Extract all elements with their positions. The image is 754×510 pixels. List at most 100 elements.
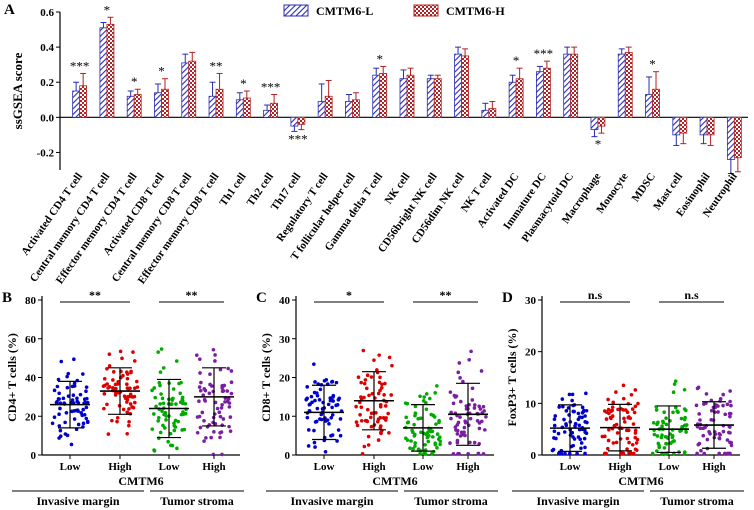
- data-point: [338, 417, 343, 421]
- data-point: [362, 444, 367, 449]
- data-point: [126, 423, 131, 428]
- data-point: [707, 429, 711, 434]
- data-point: [612, 423, 617, 428]
- data-point: [630, 407, 635, 411]
- data-point: [161, 366, 166, 370]
- data-point: [383, 404, 388, 408]
- bar-low: [263, 109, 272, 118]
- data-point: [375, 368, 379, 372]
- data-point: [135, 385, 140, 389]
- data-point: [133, 400, 137, 405]
- data-point: [69, 442, 74, 447]
- data-point: [336, 428, 341, 432]
- data-point: [717, 451, 721, 456]
- data-point: [559, 451, 564, 456]
- y-axis-title: ssGSEA score: [10, 52, 25, 129]
- data-point: [200, 410, 205, 415]
- data-point: [201, 393, 206, 397]
- y-tick-label: 0.6: [40, 7, 54, 19]
- data-point: [458, 434, 463, 438]
- bar-low: [235, 99, 244, 118]
- data-point: [125, 432, 129, 436]
- bar-high: [597, 116, 606, 127]
- data-point: [468, 440, 472, 445]
- bar-low: [426, 78, 435, 118]
- bar-low: [617, 53, 626, 118]
- data-point: [682, 407, 687, 411]
- data-point: [725, 438, 730, 442]
- significance-mark: *: [158, 64, 165, 79]
- bar-high: [379, 73, 388, 118]
- data-point: [378, 415, 383, 420]
- data-point: [159, 392, 163, 396]
- data-point: [172, 423, 177, 428]
- data-point: [202, 418, 206, 423]
- data-point: [154, 404, 158, 409]
- group-label: Low: [159, 461, 180, 473]
- data-point: [198, 357, 202, 361]
- data-point: [479, 419, 484, 424]
- data-point: [125, 372, 130, 376]
- data-point: [312, 362, 316, 366]
- data-point: [672, 382, 677, 386]
- y-tick-label: 0: [285, 450, 291, 462]
- data-point: [61, 396, 66, 401]
- data-point: [365, 373, 370, 378]
- data-point: [583, 420, 588, 424]
- data-point: [305, 385, 310, 389]
- data-point: [413, 411, 418, 416]
- data-point: [477, 426, 482, 431]
- data-point: [325, 418, 330, 422]
- data-point: [106, 386, 110, 390]
- data-point: [418, 394, 422, 399]
- data-point: [694, 403, 699, 408]
- group-label: Low: [659, 461, 680, 473]
- data-point: [175, 446, 179, 451]
- data-point: [424, 407, 429, 412]
- data-point: [182, 427, 187, 432]
- panel-c-cd8-scatter: C 0 10 20 30 40 CD8+ T cells (%) Low High Low High…: [256, 288, 498, 508]
- data-point: [651, 421, 656, 425]
- data-point: [726, 451, 731, 456]
- data-point: [456, 370, 461, 375]
- panel-letter-a: A: [4, 2, 15, 18]
- data-point: [220, 452, 224, 457]
- bar-low: [645, 94, 653, 118]
- data-point: [405, 401, 410, 406]
- data-point: [663, 434, 668, 439]
- data-point: [656, 420, 660, 425]
- data-point: [355, 423, 360, 428]
- data-point: [729, 403, 733, 408]
- data-point: [218, 367, 223, 372]
- data-point: [725, 402, 730, 407]
- group-label: High: [608, 461, 631, 473]
- data-point: [318, 387, 323, 392]
- data-point: [553, 414, 558, 418]
- bar-high: [406, 74, 415, 118]
- bar-high: [79, 85, 88, 118]
- data-point: [313, 380, 317, 384]
- data-point: [728, 399, 732, 404]
- data-point: [212, 430, 216, 434]
- data-point: [198, 388, 203, 393]
- data-point: [71, 393, 76, 398]
- group-label: High: [108, 461, 131, 473]
- data-point: [374, 410, 378, 415]
- data-point: [153, 395, 158, 400]
- data-point: [159, 347, 164, 351]
- bar-low: [454, 53, 462, 118]
- data-point: [621, 396, 626, 401]
- data-point: [625, 436, 630, 441]
- data-point: [483, 428, 487, 432]
- data-point: [226, 366, 230, 371]
- data-point: [152, 386, 157, 390]
- group-label: Low: [60, 461, 81, 473]
- data-point: [484, 415, 488, 419]
- data-point: [476, 452, 481, 456]
- data-point: [631, 451, 636, 456]
- data-point: [567, 392, 572, 397]
- data-point: [424, 401, 428, 405]
- data-point: [122, 394, 127, 398]
- bar-low: [72, 90, 81, 118]
- data-point: [218, 414, 223, 419]
